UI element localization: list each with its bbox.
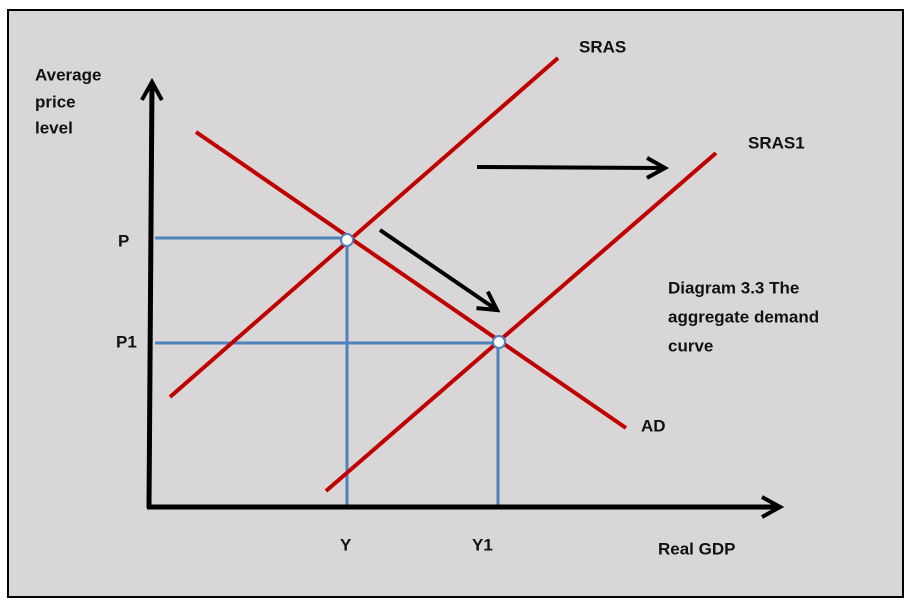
caption: curve (668, 336, 713, 355)
curve-label: SRAS1 (748, 133, 805, 152)
output-label: Y (340, 535, 352, 554)
guides (155, 236, 500, 505)
price-label: P1 (116, 332, 137, 351)
y-axis-label: Average (35, 65, 101, 84)
shift-arrow (476, 167, 665, 168)
output-label: Y1 (472, 535, 493, 554)
y-axis-label: price (35, 92, 76, 111)
sras-curve (168, 56, 560, 399)
price-label: P (118, 231, 129, 250)
equilibrium-point (492, 335, 506, 349)
curve-label: SRAS (579, 37, 626, 56)
equilibrium-point (340, 233, 354, 247)
move-arrow (378, 228, 497, 310)
x-axis-label: Real GDP (658, 539, 735, 558)
curves (168, 56, 718, 493)
curve-label: AD (641, 416, 666, 435)
ad-curve (194, 130, 628, 430)
frame (7, 9, 904, 598)
y-axis (149, 82, 152, 509)
caption: Diagram 3.3 The (668, 278, 799, 297)
caption: aggregate demand (668, 307, 819, 326)
sras1-curve (324, 151, 718, 493)
y-axis-label: level (35, 118, 73, 137)
